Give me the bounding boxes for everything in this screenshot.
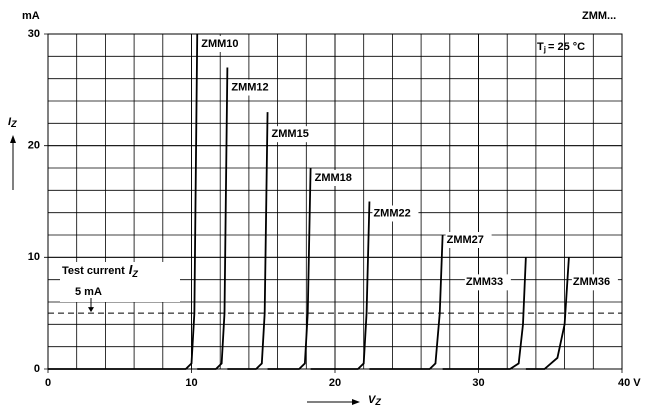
x-tick-label: 10 <box>185 377 197 389</box>
test-current-text: Test current <box>62 265 125 277</box>
curve <box>310 201 371 370</box>
y-tick-label: 10 <box>28 251 40 263</box>
y-tick-label: 30 <box>28 28 40 40</box>
y-label-symbol: I <box>8 116 12 128</box>
curve <box>525 257 570 370</box>
label-bg <box>313 170 360 186</box>
condition: Tj = 25 °C <box>537 41 585 54</box>
series-label: ZMM12 <box>231 81 268 93</box>
label-bg <box>200 36 247 52</box>
y-unit: mA <box>22 10 40 22</box>
label-bg <box>445 232 492 248</box>
series-label: ZMM36 <box>573 276 610 288</box>
curve <box>197 67 229 370</box>
x-tick-label: 30 <box>472 377 484 389</box>
y-label-subscript: Z <box>10 119 17 129</box>
x-arrow-head <box>352 399 360 405</box>
y-arrow-head <box>10 135 16 143</box>
condition-subscript: j <box>543 45 546 54</box>
label-bg <box>464 274 511 291</box>
series-label: ZMM10 <box>201 38 238 50</box>
curve <box>442 257 527 370</box>
x-axis-label: VZ <box>368 394 381 407</box>
label-bg <box>230 79 277 96</box>
curve <box>267 167 312 370</box>
series-label: ZMM33 <box>466 276 503 288</box>
x-tick-label: 40 V <box>618 377 641 389</box>
x-tick-label: 0 <box>45 377 51 389</box>
y-axis-label: IZ <box>8 116 17 129</box>
label-bg <box>270 126 317 143</box>
annotation-bg <box>60 262 180 302</box>
series-label: ZMM27 <box>447 234 484 246</box>
test-current-value-label: 5 mA <box>75 286 102 298</box>
y-tick-label: 0 <box>34 363 40 375</box>
test-current-symbol: I <box>129 262 133 277</box>
test-arrow-head <box>88 307 94 313</box>
curve <box>227 112 269 370</box>
y-tick-label: 20 <box>28 140 40 152</box>
x-label-symbol: V <box>368 394 377 406</box>
series-label: ZMM18 <box>315 172 352 184</box>
series-label: ZMM15 <box>272 128 309 140</box>
x-tick-label: 20 <box>329 377 341 389</box>
condition-text: = 25 °C <box>548 41 585 53</box>
curve <box>369 234 444 370</box>
label-bg <box>571 274 618 291</box>
label-bg <box>372 205 419 222</box>
x-label-subscript: Z <box>374 397 381 407</box>
test-current-label: Test current IZ <box>62 262 138 279</box>
condition-symbol: T <box>537 41 544 53</box>
test-current-subscript: Z <box>131 269 138 279</box>
series-label: ZMM22 <box>373 207 410 219</box>
curve <box>48 33 199 370</box>
corner-title: ZMM... <box>582 10 616 22</box>
